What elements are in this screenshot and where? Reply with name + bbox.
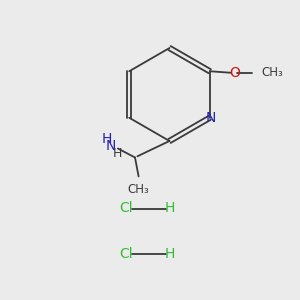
Text: Cl: Cl — [119, 202, 133, 215]
Text: H: H — [164, 202, 175, 215]
Text: H: H — [102, 132, 112, 146]
Text: CH₃: CH₃ — [128, 183, 149, 196]
Text: H: H — [112, 147, 122, 161]
Text: Cl: Cl — [119, 247, 133, 260]
Text: CH₃: CH₃ — [262, 66, 284, 79]
Text: N: N — [206, 111, 217, 125]
Text: O: O — [229, 66, 240, 80]
Text: N: N — [106, 140, 116, 153]
Text: H: H — [164, 247, 175, 260]
